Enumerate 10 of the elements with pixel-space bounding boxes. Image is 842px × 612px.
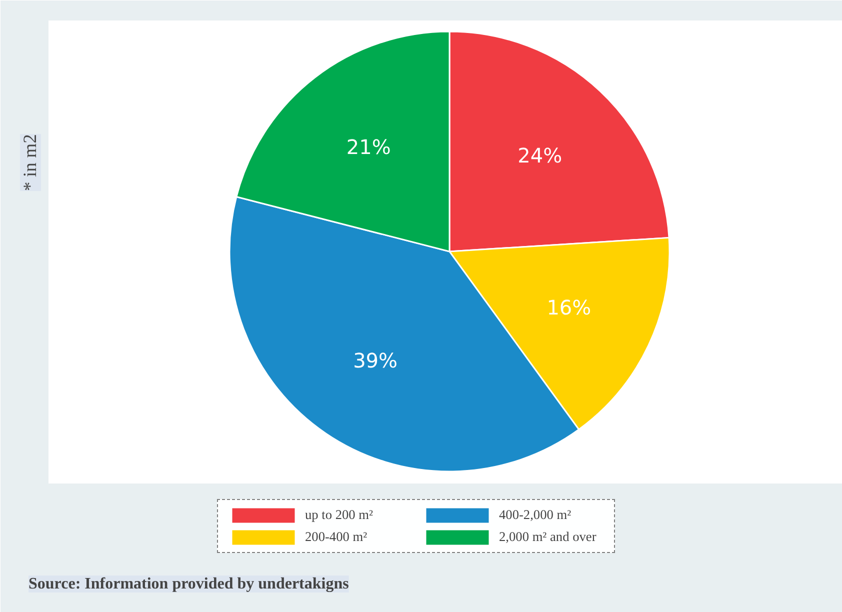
data-label: 39% [353,348,398,373]
legend-label: 400-2,000 m² [499,507,572,523]
legend-label: 200-400 m² [305,529,368,545]
text: * in m2 [20,134,41,192]
legend-label: up to 200 m² [305,507,374,523]
data-label: 21% [346,135,391,160]
source-note: Source: Information provided by undertakigns [28,576,349,592]
data-label: 24% [518,143,562,168]
legend-label: 2,000 m² and over [499,529,598,545]
data-label: 16% [546,296,592,320]
